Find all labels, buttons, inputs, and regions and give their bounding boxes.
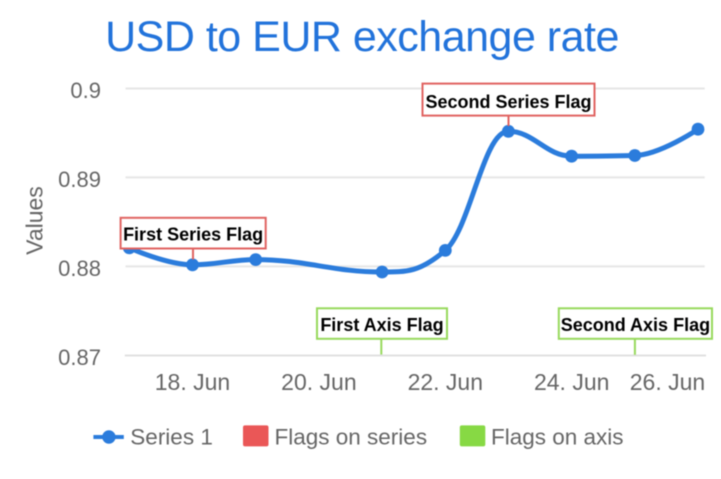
svg-text:22. Jun: 22. Jun bbox=[408, 369, 483, 395]
svg-text:0.87: 0.87 bbox=[58, 345, 101, 370]
svg-text:Second Axis Flag: Second Axis Flag bbox=[561, 315, 710, 335]
svg-text:20. Jun: 20. Jun bbox=[281, 369, 356, 395]
svg-text:Flags on series: Flags on series bbox=[275, 425, 428, 450]
svg-text:First Axis Flag: First Axis Flag bbox=[320, 315, 443, 335]
svg-text:0.89: 0.89 bbox=[58, 167, 101, 192]
svg-text:26. Jun: 26. Jun bbox=[630, 369, 705, 395]
svg-text:Values: Values bbox=[22, 186, 48, 255]
svg-text:0.88: 0.88 bbox=[58, 256, 101, 281]
svg-text:18. Jun: 18. Jun bbox=[155, 369, 230, 395]
svg-text:First Series Flag: First Series Flag bbox=[123, 225, 263, 245]
svg-text:24. Jun: 24. Jun bbox=[534, 369, 609, 395]
svg-text:USD to EUR exchange rate: USD to EUR exchange rate bbox=[105, 13, 619, 61]
svg-text:Flags on axis: Flags on axis bbox=[491, 425, 624, 450]
svg-text:Series 1: Series 1 bbox=[130, 425, 213, 450]
svg-text:Second Series Flag: Second Series Flag bbox=[425, 92, 591, 112]
svg-text:0.9: 0.9 bbox=[70, 78, 101, 103]
